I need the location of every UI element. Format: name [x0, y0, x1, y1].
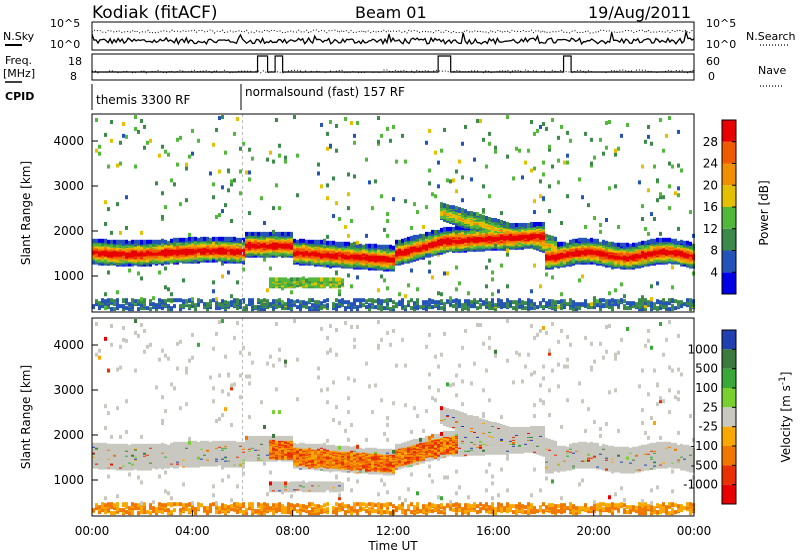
velocity-colorbar-tick: -1000	[683, 478, 718, 492]
velocity-colorbar-swatch	[722, 368, 736, 388]
power-frame	[91, 113, 695, 313]
velocity-colorbar-tick: 500	[695, 362, 718, 376]
power-ytick-label: 1000	[53, 269, 84, 283]
power-colorbar-tick: 8	[710, 244, 718, 258]
nsearch-line	[91, 29, 695, 34]
power-ytick-label: 3000	[53, 179, 84, 193]
velocity-colorbar-tick: -500	[691, 458, 718, 472]
velocity-xticks: 00:00 04:00 08:00 12:00 16:00 20:00 00:00	[75, 510, 712, 538]
velocity-colorbar-swatch	[722, 407, 736, 427]
power-colorbar-swatch	[722, 250, 736, 273]
nsky-label: N.Sky	[3, 30, 35, 43]
nsky-tick-top: 10^5	[50, 17, 80, 30]
power-colorbar: 4 8 12 16 20 24 28	[703, 119, 737, 295]
velocity-colorbar-swatch	[722, 446, 736, 466]
velocity-xtick-label: 00:00	[677, 524, 712, 538]
velocity-xtick-label: 08:00	[275, 524, 310, 538]
velocity-colorbar-tick: -25	[698, 420, 718, 434]
velocity-xtick-label: 00:00	[75, 524, 110, 538]
power-colorbar-tick: 16	[703, 200, 718, 214]
nsearch-label: N.Search	[746, 30, 796, 43]
nsky-tick-bottom: 10^0	[50, 38, 80, 51]
power-colorbar-swatch	[722, 228, 736, 251]
velocity-heatmap	[92, 319, 695, 516]
velocity-panel: 1000 2000 3000 4000 00:00 04:00 08:00 12:00 16:…	[19, 317, 793, 553]
velocity-ytick-label: 2000	[53, 428, 84, 442]
velocity-colorbar-tick: 100	[695, 381, 718, 395]
power-colorbar-tick: 4	[710, 265, 718, 279]
velocity-colorbar-swatch	[722, 426, 736, 446]
velocity-ytick-label: 3000	[53, 383, 84, 397]
velocity-colorbar-label: Velocity [m s-1]	[778, 372, 793, 463]
velocity-colorbar-swatch	[722, 465, 736, 485]
power-panel: 1000 2000 3000 4000 Slant Range [km] 4 8 12 16…	[19, 113, 771, 516]
velocity-colorbar-swatch	[722, 484, 736, 504]
velocity-ytick-label: 1000	[53, 473, 84, 487]
power-ytick-label: 4000	[53, 134, 84, 148]
freq-tick-top: 18	[68, 55, 82, 68]
site-title: Kodiak (fitACF)	[92, 3, 218, 23]
power-yticks: 1000 2000 3000 4000	[53, 134, 98, 283]
velocity-xtick-label: 20:00	[576, 524, 611, 538]
power-colorbar-tick: 24	[703, 157, 718, 171]
freq-line	[92, 55, 694, 73]
cpid-label: CPID	[5, 90, 34, 103]
nsearch-tick-bottom: 10^0	[706, 38, 736, 51]
power-colorbar-tick: 28	[703, 135, 718, 149]
velocity-colorbar-tick: 25	[703, 400, 718, 414]
nave-tick-bottom: 0	[708, 70, 715, 83]
power-ytick-label: 2000	[53, 224, 84, 238]
velocity-colorbar-swatch	[722, 388, 736, 408]
velocity-xtick-label: 12:00	[376, 524, 411, 538]
velocity-xtick-label: 16:00	[476, 524, 511, 538]
power-colorbar-swatch	[722, 120, 736, 142]
power-colorbar-swatch	[722, 272, 736, 294]
cpid-segment-1: themis 3300 RF	[96, 93, 190, 107]
cpid-row: CPID themis 3300 RF normalsound (fast) 1…	[5, 84, 405, 110]
velocity-xlabel: Time UT	[367, 539, 418, 553]
nsky-line	[91, 29, 695, 46]
power-colorbar-swatch	[722, 207, 736, 229]
beam-title: Beam 01	[355, 3, 427, 22]
power-colorbar-tick: 12	[703, 222, 718, 236]
velocity-colorbar-swatch	[722, 330, 736, 350]
velocity-yticks: 1000 2000 3000 4000	[53, 338, 98, 487]
nsearch-tick-top: 10^5	[706, 17, 736, 30]
freq-panel: 18 8 60 0 Freq. [MHz] Nave	[3, 53, 786, 87]
cpid-segment-2: normalsound (fast) 157 RF	[245, 85, 405, 99]
velocity-xtick-label: 04:00	[175, 524, 210, 538]
power-heatmap	[92, 114, 695, 516]
freq-label: Freq.	[5, 54, 32, 67]
nave-label: Nave	[758, 64, 786, 77]
velocity-colorbar-swatch	[722, 349, 736, 369]
freq-unit: [MHz]	[3, 67, 35, 80]
nave-tick-top: 60	[706, 55, 720, 68]
power-colorbar-swatch	[722, 163, 736, 186]
power-colorbar-swatch	[722, 185, 736, 207]
date-title: 19/Aug/2011	[588, 3, 691, 22]
power-colorbar-label: Power [dB]	[757, 180, 771, 245]
power-colorbar-swatch	[722, 141, 736, 164]
power-colorbar-tick: 20	[703, 178, 718, 192]
velocity-ytick-label: 4000	[53, 338, 84, 352]
power-ylabel: Slant Range [km]	[19, 161, 33, 265]
velocity-colorbar: 1000 500 100 25 -25 -100 -500 -1000	[683, 329, 737, 505]
nsky-panel: 10^5 10^0 10^5 10^0 N.Sky N.Search	[3, 17, 796, 51]
freq-tick-bottom: 8	[70, 70, 77, 83]
nave-line	[91, 69, 695, 74]
velocity-ylabel: Slant Range [km]	[19, 365, 33, 469]
velocity-colorbar-tick: -100	[691, 439, 718, 453]
velocity-colorbar-tick: 1000	[687, 342, 718, 356]
